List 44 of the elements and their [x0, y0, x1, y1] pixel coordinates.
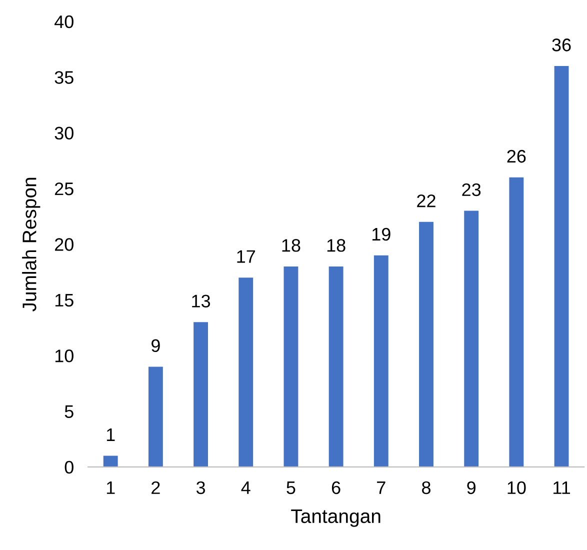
bar	[103, 456, 118, 467]
x-tick-label: 9	[467, 481, 476, 494]
bar	[464, 210, 479, 467]
x-axis-title: Tantangan	[291, 509, 380, 527]
y-tick-label: 25	[54, 182, 74, 196]
x-tick-label: 11	[554, 482, 570, 494]
bar	[284, 266, 298, 467]
y-axis-title: Jumlah Respon	[22, 178, 40, 312]
bar	[554, 66, 569, 467]
x-tick-label: 4	[241, 482, 250, 494]
y-tick-label: 35	[54, 71, 74, 84]
x-tick-label: 10	[508, 481, 526, 494]
y-tick-label: 0	[64, 460, 74, 474]
bar	[419, 222, 434, 467]
bar	[238, 278, 254, 467]
y-tick-label: 30	[54, 126, 74, 140]
data-label: 9	[152, 339, 160, 352]
bar	[374, 255, 388, 467]
bar	[148, 366, 163, 467]
y-tick-label: 40	[54, 15, 74, 28]
x-tick-label: 7	[377, 482, 386, 494]
y-tick-label: 5	[64, 405, 74, 418]
data-label: 1	[106, 428, 115, 441]
y-tick-label: 15	[55, 294, 74, 307]
data-label: 22	[417, 194, 436, 208]
x-tick-label: 8	[422, 481, 430, 494]
y-tick-label: 20	[54, 238, 74, 251]
x-tick-label: 3	[196, 481, 206, 494]
x-tick-label: 6	[332, 481, 340, 494]
data-label: 17	[237, 250, 256, 263]
data-label: 13	[192, 294, 210, 308]
data-label: 19	[372, 228, 390, 241]
x-tick-label: 2	[152, 481, 160, 494]
y-tick-label: 10	[55, 350, 74, 362]
data-label: 36	[552, 38, 571, 52]
data-label: 26	[507, 150, 526, 163]
data-label: 18	[282, 239, 300, 252]
data-label: 18	[327, 239, 346, 252]
bar	[509, 177, 524, 467]
x-tick-label: 5	[286, 482, 296, 494]
x-tick-label: 1	[106, 482, 115, 494]
bar	[328, 266, 344, 467]
bar	[194, 322, 208, 467]
data-label: 23	[462, 183, 481, 196]
